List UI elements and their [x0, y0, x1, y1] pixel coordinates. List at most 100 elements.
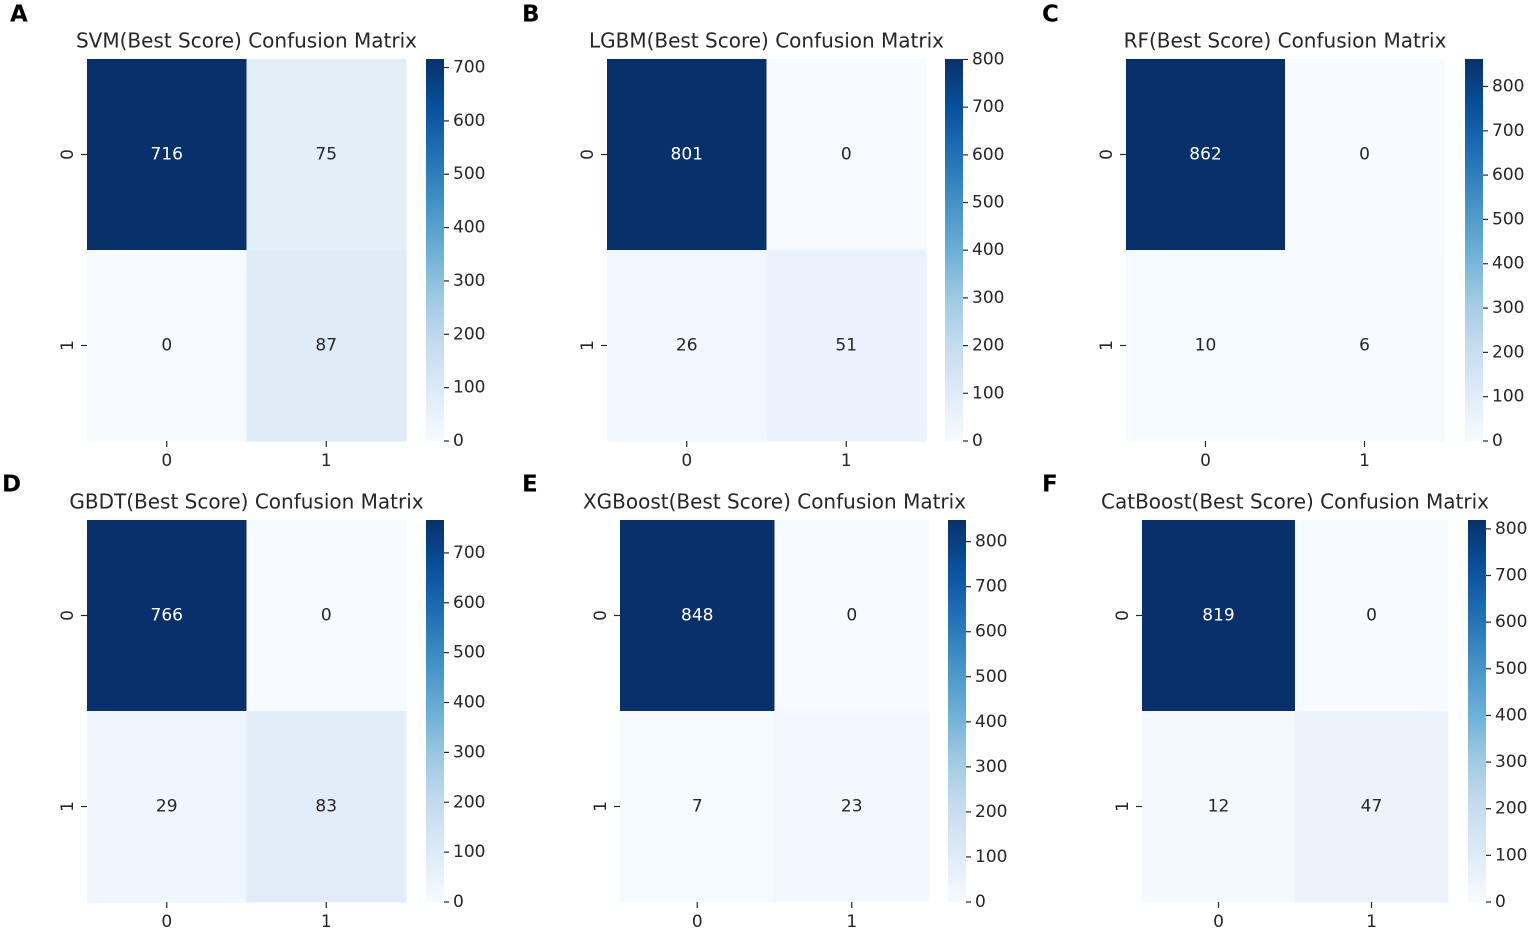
heatmap-cell — [246, 59, 407, 251]
x-tick-label: 0 — [1213, 912, 1224, 932]
cell-value: 75 — [315, 145, 337, 165]
cell-value: 10 — [1195, 336, 1217, 356]
x-tick-label: 1 — [321, 451, 332, 471]
heatmap-cell — [1295, 520, 1449, 712]
colorbar-tick-label: 600 — [453, 111, 485, 131]
colorbar-tick-label: 700 — [453, 58, 485, 78]
cell-value: 47 — [1361, 797, 1383, 817]
heatmap-cell — [1285, 250, 1445, 442]
colorbar-tick-label: 800 — [972, 49, 1004, 69]
y-tick-label: 1 — [591, 801, 611, 812]
x-tick-label: 1 — [1366, 912, 1377, 932]
colorbar-tick-label: 500 — [972, 193, 1004, 213]
y-tick-label: 1 — [1097, 340, 1117, 351]
colorbar-tick-label: 200 — [1495, 799, 1527, 819]
colorbar-tick-label: 200 — [453, 324, 485, 344]
chart-title: XGBoost(Best Score) Confusion Matrix — [583, 490, 966, 514]
x-tick-label: 1 — [846, 912, 857, 932]
colorbar-tick-label: 200 — [1492, 342, 1524, 362]
colorbar-tick-label: 800 — [975, 532, 1007, 552]
panel-letter: F — [1042, 472, 1058, 498]
cell-value: 7 — [692, 797, 703, 817]
colorbar — [948, 520, 966, 902]
colorbar — [426, 520, 444, 902]
y-tick-label: 1 — [1113, 801, 1133, 812]
cell-value: 819 — [1202, 606, 1234, 626]
x-tick-label: 0 — [161, 912, 172, 932]
panel-letter: C — [1042, 2, 1059, 28]
heatmap-cell — [774, 711, 930, 903]
x-tick-label: 0 — [692, 912, 703, 932]
cell-value: 12 — [1208, 797, 1230, 817]
colorbar-tick-label: 300 — [1492, 298, 1524, 318]
colorbar-tick-label: 600 — [1495, 612, 1527, 632]
colorbar-tick-label: 100 — [1492, 387, 1524, 407]
colorbar-tick-label: 700 — [453, 543, 485, 563]
cell-value: 26 — [676, 336, 698, 356]
colorbar-tick-label: 100 — [1495, 845, 1527, 865]
x-tick-label: 1 — [1359, 451, 1370, 471]
y-tick-label: 1 — [578, 340, 598, 351]
cell-value: 23 — [841, 797, 863, 817]
colorbar — [1465, 59, 1483, 441]
cell-value: 0 — [1359, 145, 1370, 165]
colorbar-tick-label: 600 — [1492, 165, 1524, 185]
heatmap-cell — [246, 520, 407, 712]
chart-title: GBDT(Best Score) Confusion Matrix — [69, 490, 423, 514]
x-tick-label: 0 — [681, 451, 692, 471]
heatmap-cell — [620, 520, 775, 712]
heatmap-cell — [607, 59, 767, 251]
colorbar-tick-label: 100 — [972, 383, 1004, 403]
colorbar-tick-label: 700 — [1495, 566, 1527, 586]
y-tick-label: 0 — [578, 149, 598, 160]
colorbar-tick-label: 300 — [1495, 752, 1527, 772]
colorbar-tick-label: 500 — [975, 667, 1007, 687]
heatmap-cell — [246, 250, 407, 442]
cell-value: 801 — [671, 145, 703, 165]
cell-value: 87 — [315, 336, 337, 356]
cell-value: 6 — [1359, 336, 1370, 356]
colorbar-tick-label: 700 — [972, 97, 1004, 117]
colorbar-tick-label: 300 — [975, 757, 1007, 777]
colorbar-tick-label: 500 — [1495, 659, 1527, 679]
heatmap-cell — [87, 59, 247, 251]
colorbar-tick-label: 300 — [972, 288, 1004, 308]
y-tick-label: 0 — [591, 610, 611, 621]
colorbar-tick-label: 300 — [453, 271, 485, 291]
cell-value: 0 — [841, 145, 852, 165]
colorbar-tick-label: 400 — [1492, 254, 1524, 274]
heatmap-cell — [1142, 520, 1296, 712]
chart-title: RF(Best Score) Confusion Matrix — [1124, 29, 1447, 53]
x-tick-label: 0 — [161, 451, 172, 471]
cell-value: 848 — [681, 606, 713, 626]
heatmap-cell — [620, 711, 775, 903]
colorbar-tick-label: 0 — [453, 431, 464, 451]
colorbar-tick-label: 400 — [972, 240, 1004, 260]
heatmap-cell — [766, 59, 927, 251]
heatmap-cell — [246, 711, 407, 903]
cell-value: 83 — [315, 797, 337, 817]
colorbar-tick-label: 200 — [453, 792, 485, 812]
colorbar-tick-label: 0 — [453, 892, 464, 912]
colorbar-tick-label: 400 — [453, 693, 485, 713]
cell-value: 0 — [1366, 606, 1377, 626]
x-tick-label: 1 — [321, 912, 332, 932]
colorbar — [1468, 520, 1486, 902]
panel-letter: B — [522, 2, 540, 28]
panel-letter: D — [2, 472, 21, 498]
heatmap-cell — [1126, 250, 1286, 442]
colorbar — [945, 59, 963, 441]
colorbar-tick-label: 100 — [453, 842, 485, 862]
heatmap-cell — [607, 250, 767, 442]
y-tick-label: 0 — [1097, 149, 1117, 160]
colorbar-tick-label: 700 — [1492, 121, 1524, 141]
cell-value: 766 — [151, 606, 183, 626]
y-tick-label: 0 — [1113, 610, 1133, 621]
colorbar-tick-label: 100 — [453, 378, 485, 398]
heatmap-cell — [774, 520, 930, 712]
heatmap-cell — [1285, 59, 1445, 251]
cell-value: 0 — [846, 606, 857, 626]
heatmap-cell — [1126, 59, 1286, 251]
heatmap-cell — [87, 711, 247, 903]
